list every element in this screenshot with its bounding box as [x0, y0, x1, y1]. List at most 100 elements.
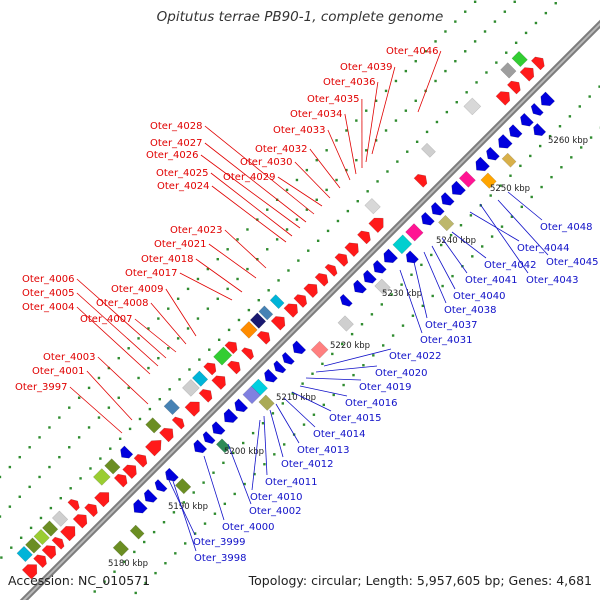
gene-label: Oter_4041 — [465, 275, 518, 286]
reverse-gene — [498, 134, 513, 149]
track-dot — [291, 392, 294, 395]
track-dot — [401, 324, 405, 327]
track-dot — [325, 149, 328, 152]
forward-gene — [256, 331, 271, 345]
track-dot — [340, 342, 344, 346]
gene-label: Oter_4005 — [22, 288, 75, 299]
reverse-gene — [264, 368, 278, 383]
track-dot — [312, 413, 316, 416]
track-dot — [384, 89, 388, 93]
leader-line — [165, 288, 197, 337]
track-dot — [283, 443, 286, 446]
leader-line — [208, 243, 257, 279]
track-dot — [226, 287, 229, 291]
track-dot — [455, 101, 458, 104]
leader-line — [283, 397, 316, 428]
leader-line — [305, 377, 362, 381]
track-dot — [147, 327, 150, 330]
track-dot — [223, 502, 227, 506]
track-dot — [58, 416, 61, 419]
track-dot — [434, 79, 437, 83]
ruler-label: 5220 kbp — [330, 341, 370, 351]
track-dot — [77, 436, 81, 439]
track-dot — [281, 402, 284, 405]
track-dot — [505, 51, 508, 54]
track-dot — [196, 317, 200, 320]
forward-gene — [226, 360, 241, 375]
track-dot — [123, 560, 126, 564]
reverse-gene — [363, 269, 377, 284]
track-dot — [391, 334, 395, 337]
forward-gene-block — [120, 445, 134, 459]
leader-line — [179, 272, 233, 301]
reverse-gene-block — [533, 123, 547, 137]
forward-gene — [122, 464, 137, 480]
track-dot — [184, 542, 187, 545]
forward-gene-block — [269, 294, 285, 310]
forward-gene — [133, 454, 148, 468]
forward-gene — [33, 554, 47, 569]
track-dot — [396, 160, 399, 163]
forward-gene-block — [33, 528, 50, 546]
forward-gene-block — [500, 62, 517, 79]
forward-gene-block — [364, 198, 381, 215]
reverse-gene-block — [129, 524, 145, 540]
track-dot — [236, 238, 239, 241]
track-dot — [355, 119, 358, 122]
track-dot — [217, 338, 221, 341]
reverse-gene — [211, 421, 226, 435]
gene-label: Oter_4033 — [273, 125, 326, 136]
track-dot — [514, 41, 518, 45]
track-dot — [158, 397, 161, 401]
track-dot — [524, 31, 528, 35]
track-dot — [167, 307, 170, 310]
forward-gene — [303, 283, 318, 299]
forward-gene-block — [51, 510, 69, 527]
track-dot — [0, 556, 3, 559]
track-dot — [257, 298, 260, 302]
track-dot — [454, 20, 457, 23]
track-dot — [261, 422, 265, 425]
forward-gene-block — [258, 305, 274, 321]
gene-label: Oter_4030 — [240, 157, 293, 168]
track-dot — [550, 175, 553, 179]
track-dot — [49, 506, 53, 510]
leader-line — [479, 203, 529, 274]
track-dot — [335, 178, 338, 182]
leader-line — [399, 269, 423, 334]
track-dot — [411, 314, 415, 317]
leader-line — [86, 370, 133, 421]
track-dot — [0, 475, 2, 479]
forward-gene — [84, 503, 98, 518]
track-dot — [117, 396, 120, 399]
forward-gene-block — [511, 50, 528, 68]
track-dot — [360, 323, 364, 326]
gene-label: Oter_4012 — [281, 459, 334, 470]
forward-gene — [21, 564, 38, 580]
track-dot — [232, 451, 235, 455]
reverse-gene — [373, 259, 387, 274]
genome-summary: Topology: circular; Length: 5,957,605 bp… — [248, 573, 592, 588]
track-dot — [48, 465, 51, 469]
gene-label: Oter_4007 — [80, 314, 133, 325]
track-dot — [263, 463, 266, 466]
forward-gene-block — [182, 379, 200, 397]
track-dot — [97, 416, 101, 419]
reverse-gene-block — [337, 315, 354, 332]
reverse-gene — [475, 156, 490, 172]
forward-gene — [495, 91, 511, 106]
track-dot — [48, 426, 51, 429]
track-dot — [315, 158, 318, 162]
forward-gene — [413, 174, 428, 188]
gene-label: Oter_4017 — [125, 268, 178, 279]
track-dot — [519, 164, 522, 168]
track-dot — [69, 487, 72, 490]
track-dot — [394, 119, 398, 122]
track-dot — [168, 388, 171, 391]
gene-label: Oter_4016 — [345, 398, 398, 409]
track-dot — [133, 550, 136, 554]
reverse-gene — [440, 192, 455, 206]
gene-label: Oter_4023 — [170, 225, 223, 236]
track-dot — [186, 287, 190, 291]
